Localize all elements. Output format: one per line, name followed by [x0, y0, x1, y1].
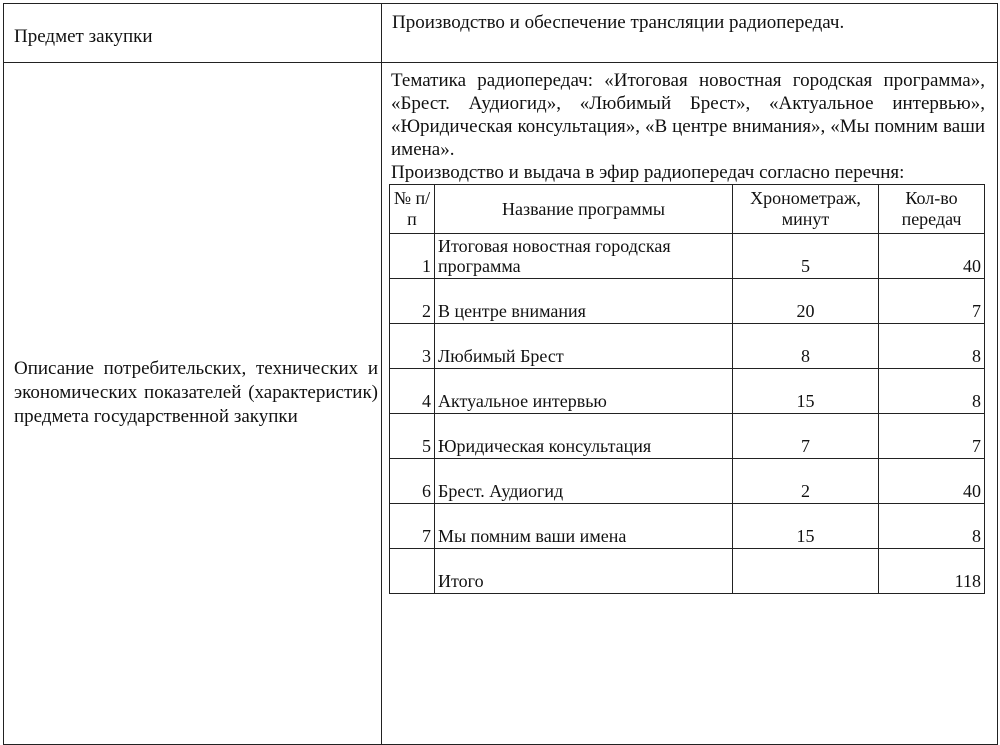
program-duration: 15 [732, 503, 879, 549]
program-name: Актуальное интервью [434, 368, 733, 414]
description-value-cell: Тематика радиопередач: «Итоговая новостн… [381, 62, 998, 745]
program-count: 8 [878, 368, 985, 414]
programs-header-row: № п/п Название программы Хронометраж, ми… [389, 184, 985, 234]
program-duration: 15 [732, 368, 879, 414]
program-name: В центре внимания [434, 278, 733, 324]
program-num: 2 [389, 278, 435, 324]
total-label: Итого [434, 548, 733, 594]
program-duration: 5 [732, 233, 879, 279]
programs-table: № п/п Название программы Хронометраж, ми… [389, 184, 985, 594]
subject-label-cell: Предмет закупки [3, 3, 382, 63]
program-num: 7 [389, 503, 435, 549]
total-duration [732, 548, 879, 594]
description-label: Описание потребительских, технических и … [14, 358, 378, 427]
total-count: 118 [878, 548, 985, 594]
program-name: Мы помним ваши имена [434, 503, 733, 549]
program-name: Любимый Брест [434, 323, 733, 369]
program-row: 5 Юридическая консультация 7 7 [389, 413, 985, 459]
program-name: Юридическая консультация [434, 413, 733, 459]
themes-text: Тематика радиопередач: «Итоговая новостн… [391, 70, 985, 160]
program-duration: 8 [732, 323, 879, 369]
program-count: 40 [878, 458, 985, 504]
description-label-cell: Описание потребительских, технических и … [3, 62, 382, 745]
program-count: 40 [878, 233, 985, 279]
intro-text: Производство и выдача в эфир радиопереда… [391, 162, 905, 183]
program-name: Итоговая новостная городская программа [434, 233, 733, 279]
program-num: 3 [389, 323, 435, 369]
subject-row: Предмет закупки Производство и обеспечен… [3, 3, 998, 63]
header-duration: Хронометраж, минут [732, 184, 879, 234]
total-row: Итого 118 [389, 548, 985, 594]
program-num: 6 [389, 458, 435, 504]
program-row: 1 Итоговая новостная городская программа 5… [389, 233, 985, 279]
program-count: 8 [878, 503, 985, 549]
program-num: 4 [389, 368, 435, 414]
program-count: 7 [878, 413, 985, 459]
program-row: 7 Мы помним ваши имена 15 8 [389, 503, 985, 549]
program-duration: 20 [732, 278, 879, 324]
description-row: Описание потребительских, технических и … [3, 62, 998, 745]
program-name: Брест. Аудиогид [434, 458, 733, 504]
program-row: 4 Актуальное интервью 15 8 [389, 368, 985, 414]
header-count: Кол-во передач [878, 184, 985, 234]
program-row: 3 Любимый Брест 8 8 [389, 323, 985, 369]
total-num [389, 548, 435, 594]
program-num: 1 [389, 233, 435, 279]
subject-value-cell: Производство и обеспечение трансляции ра… [381, 3, 998, 63]
header-num: № п/п [389, 184, 435, 234]
program-count: 8 [878, 323, 985, 369]
program-row: 6 Брест. Аудиогид 2 40 [389, 458, 985, 504]
program-duration: 2 [732, 458, 879, 504]
program-num: 5 [389, 413, 435, 459]
subject-label: Предмет закупки [14, 26, 153, 47]
program-count: 7 [878, 278, 985, 324]
procurement-table: Предмет закупки Производство и обеспечен… [3, 3, 998, 745]
header-name: Название программы [434, 184, 733, 234]
program-duration: 7 [732, 413, 879, 459]
subject-value: Производство и обеспечение трансляции ра… [392, 12, 845, 33]
